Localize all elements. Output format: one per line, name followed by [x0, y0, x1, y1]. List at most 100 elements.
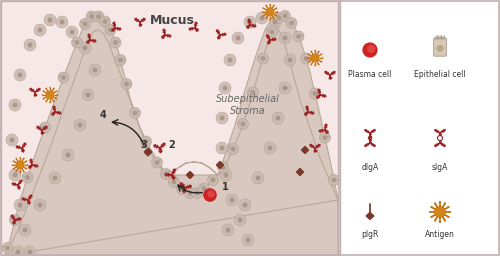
Circle shape	[12, 218, 18, 222]
Circle shape	[118, 58, 123, 62]
Circle shape	[220, 169, 232, 181]
Circle shape	[220, 115, 224, 121]
Circle shape	[56, 16, 68, 28]
Circle shape	[282, 86, 288, 91]
Circle shape	[276, 15, 278, 17]
FancyBboxPatch shape	[0, 0, 339, 256]
Circle shape	[239, 199, 251, 211]
Circle shape	[276, 7, 278, 9]
Circle shape	[218, 162, 228, 173]
Circle shape	[276, 11, 278, 13]
Circle shape	[304, 56, 308, 61]
Circle shape	[192, 187, 202, 198]
Circle shape	[322, 57, 324, 59]
Circle shape	[26, 164, 28, 166]
Circle shape	[362, 42, 378, 58]
Circle shape	[25, 175, 30, 180]
Circle shape	[100, 16, 110, 27]
Circle shape	[280, 10, 290, 22]
Circle shape	[144, 139, 148, 144]
Circle shape	[260, 15, 264, 20]
Circle shape	[276, 16, 281, 20]
Circle shape	[258, 53, 268, 64]
Circle shape	[12, 161, 14, 162]
Circle shape	[242, 234, 254, 246]
Circle shape	[9, 169, 21, 181]
Circle shape	[314, 65, 316, 66]
Circle shape	[23, 158, 24, 159]
Circle shape	[282, 36, 288, 40]
Circle shape	[105, 25, 116, 36]
Circle shape	[16, 161, 24, 169]
Circle shape	[260, 56, 266, 61]
Bar	[0, 1, 338, 255]
Circle shape	[429, 211, 431, 213]
Circle shape	[216, 112, 228, 124]
Circle shape	[256, 175, 260, 180]
Circle shape	[293, 31, 304, 42]
Circle shape	[12, 246, 24, 256]
Circle shape	[306, 57, 308, 59]
Circle shape	[14, 69, 26, 81]
Circle shape	[268, 145, 272, 151]
Polygon shape	[302, 146, 308, 154]
Circle shape	[216, 142, 228, 154]
Circle shape	[82, 46, 87, 50]
Text: dIgA: dIgA	[362, 163, 378, 172]
Circle shape	[202, 186, 206, 191]
Circle shape	[19, 224, 31, 236]
Circle shape	[38, 202, 43, 208]
Circle shape	[367, 45, 376, 53]
Circle shape	[22, 228, 28, 232]
Circle shape	[318, 51, 320, 52]
Circle shape	[262, 15, 264, 17]
Circle shape	[28, 42, 32, 48]
Circle shape	[74, 40, 80, 45]
Circle shape	[226, 228, 230, 232]
Circle shape	[288, 58, 292, 62]
Circle shape	[86, 11, 97, 22]
Circle shape	[269, 4, 271, 5]
Circle shape	[434, 206, 446, 218]
Circle shape	[9, 99, 21, 111]
Circle shape	[284, 54, 296, 66]
Circle shape	[18, 72, 22, 78]
Circle shape	[289, 21, 294, 25]
Circle shape	[449, 211, 451, 213]
Circle shape	[234, 214, 246, 226]
Circle shape	[238, 119, 248, 130]
Circle shape	[130, 108, 140, 119]
Circle shape	[448, 216, 450, 218]
Circle shape	[66, 153, 70, 157]
Circle shape	[56, 90, 58, 92]
Circle shape	[58, 72, 69, 83]
Circle shape	[5, 246, 10, 250]
Circle shape	[444, 202, 446, 205]
Circle shape	[18, 202, 22, 208]
Text: Plasma cell: Plasma cell	[348, 70, 392, 79]
Circle shape	[56, 98, 58, 100]
Circle shape	[60, 19, 64, 25]
Circle shape	[14, 199, 26, 211]
Circle shape	[224, 54, 236, 66]
Circle shape	[172, 180, 176, 184]
Circle shape	[242, 202, 248, 208]
Circle shape	[272, 112, 284, 124]
Circle shape	[82, 22, 87, 26]
Circle shape	[282, 14, 288, 18]
Circle shape	[10, 137, 14, 143]
Circle shape	[266, 27, 278, 37]
Circle shape	[12, 102, 18, 108]
Circle shape	[262, 7, 264, 9]
Circle shape	[230, 197, 234, 202]
Circle shape	[49, 87, 51, 88]
Circle shape	[274, 13, 284, 24]
Circle shape	[108, 28, 113, 32]
Text: Antigen: Antigen	[425, 230, 455, 239]
Circle shape	[228, 58, 232, 62]
Circle shape	[430, 216, 432, 218]
Circle shape	[70, 29, 74, 35]
Circle shape	[308, 54, 310, 55]
Circle shape	[53, 101, 54, 102]
Circle shape	[46, 88, 47, 89]
